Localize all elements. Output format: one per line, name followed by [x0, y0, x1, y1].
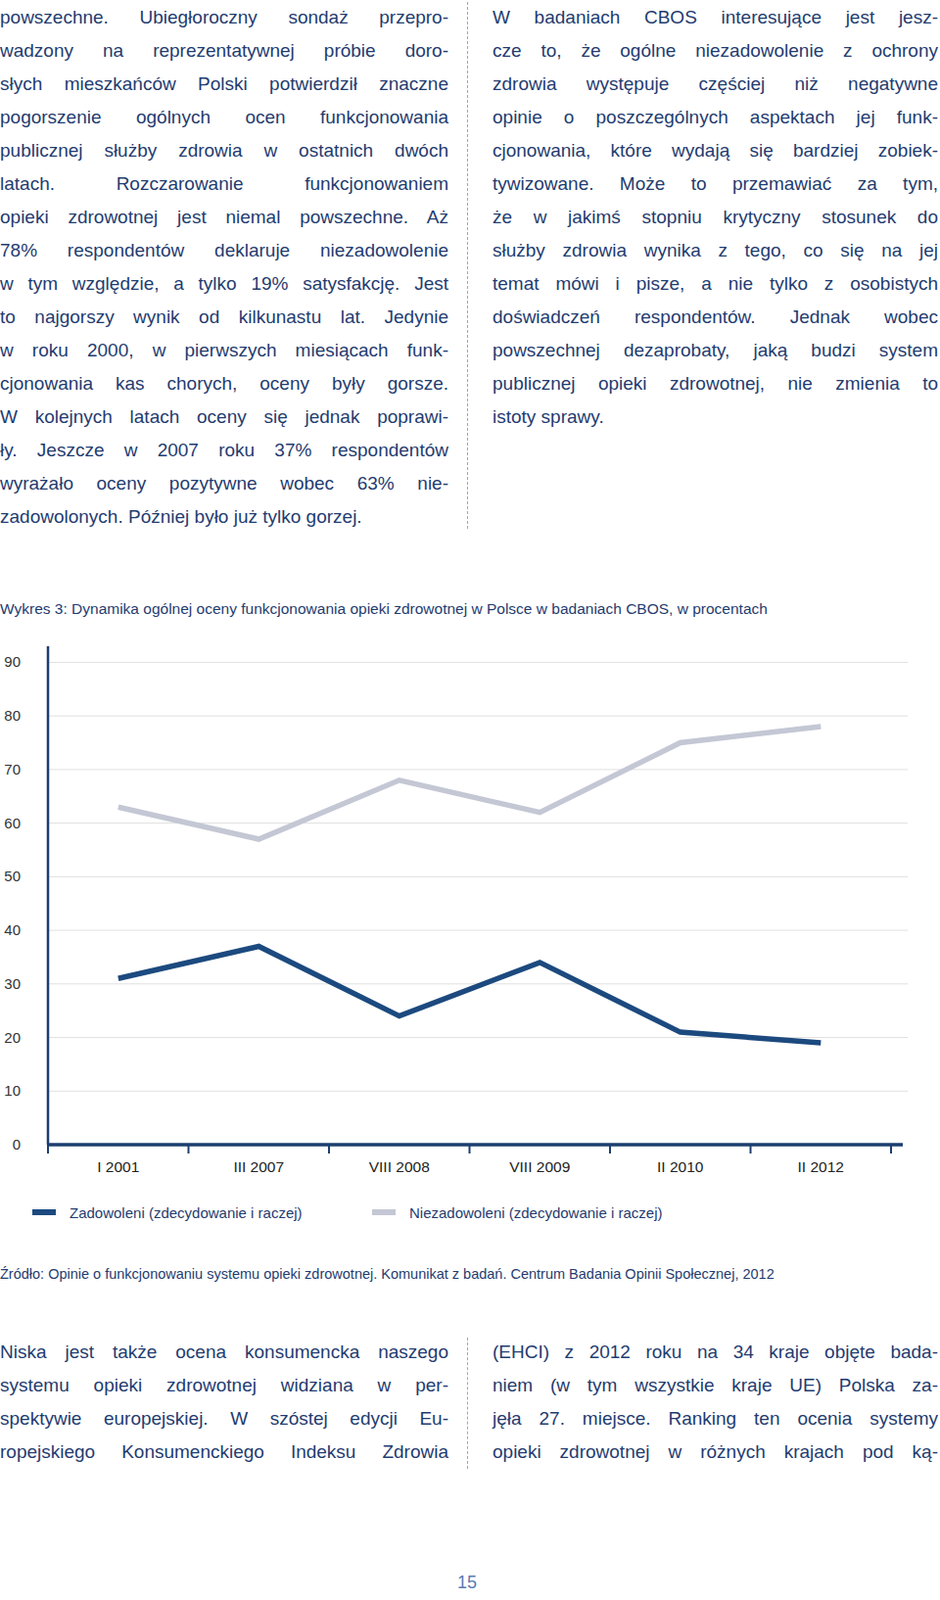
grid-line: [47, 930, 908, 932]
series-line: [118, 726, 822, 840]
text-line: opieki zdrowotnej w różnych krajach pod …: [492, 1435, 939, 1469]
legend-swatch: [372, 1209, 396, 1216]
text-line: niem (w tym wszystkie kraje UE) Polska z…: [492, 1368, 939, 1403]
x-tick: [609, 1144, 611, 1154]
y-tick-label: 40: [3, 921, 21, 939]
x-tick-label: VIII 2008: [369, 1158, 430, 1175]
x-tick: [328, 1144, 330, 1154]
x-tick: [890, 1144, 893, 1154]
text-line: W kolejnych latach oceny się jednak popr…: [0, 400, 449, 434]
y-tick-label: 0: [12, 1135, 21, 1153]
text-line: doświadczeń respondentów. Jednak wobec: [492, 300, 939, 334]
x-tick-label: II 2012: [798, 1158, 845, 1175]
text-line: ły. Jeszcze w 2007 roku 37% respondentów: [0, 433, 449, 468]
text-line: wyrażało oceny pozytywne wobec 63% nie-: [0, 467, 449, 501]
text-line: powszechnej dezaprobaty, jaką budzi syst…: [492, 333, 939, 368]
text-line: spektywie europejskiej. W szóstej edycji…: [0, 1402, 449, 1436]
text-line: istoty sprawy.: [492, 400, 939, 434]
text-line: tywizowane. Może to przemawiać za tym,: [492, 167, 939, 201]
legend-swatch: [32, 1209, 56, 1216]
text-line: ropejskiego Konsumenckiego Indeksu Zdrow…: [0, 1435, 449, 1469]
legend-label: Niezadowoleni (zdecydowanie i raczej): [409, 1204, 662, 1222]
page-number: 15: [421, 1572, 514, 1594]
text-line: słych mieszkańców Polski potwierdził zna…: [0, 67, 449, 101]
text-line: latach. Rozczarowanie funkcjonowaniem: [0, 167, 449, 201]
grid-line: [47, 661, 908, 663]
column-divider: [467, 1, 469, 529]
y-tick-label: 10: [3, 1081, 21, 1099]
text-line: W badaniach CBOS interesujące jest jesz-: [492, 0, 939, 35]
text-line: opieki zdrowotnej jest niemal powszechne…: [0, 200, 449, 235]
x-tick: [188, 1144, 190, 1154]
y-axis: [47, 646, 50, 1145]
text-line: opinie o poszczególnych aspektach jej fu…: [492, 100, 939, 135]
text-line: systemu opieki zdrowotnej widziana w per…: [0, 1368, 449, 1403]
x-tick: [750, 1144, 752, 1154]
text-line: jęła 27. miejsce. Ranking ten ocenia sys…: [492, 1402, 939, 1436]
text-line: cjonowania kas chorych, oceny były gorsz…: [0, 367, 449, 401]
text-line: zadowolonych. Później było już tylko gor…: [0, 500, 449, 534]
x-tick-label: III 2007: [233, 1158, 284, 1175]
plot-area: [118, 726, 822, 1043]
text-line: publicznej opieki zdrowotnej, nie zmieni…: [492, 367, 939, 401]
text-line: cjonowania, które wydają się bardziej zo…: [492, 134, 939, 168]
y-tick-label: 80: [3, 706, 21, 724]
y-tick-label: 30: [3, 975, 21, 992]
text-line: temat mówi i pisze, a nie tylko z osobis…: [492, 267, 939, 301]
text-line: wadzony na reprezentatywnej próbie doro-: [0, 34, 449, 68]
text-line: w tym względzie, a tylko 19% satysfakcję…: [0, 267, 449, 301]
grid-line: [47, 876, 908, 878]
text-line: cze to, że ogólne niezadowolenie z ochro…: [492, 34, 939, 68]
text-line: służby zdrowia wynika z tego, co się na …: [492, 234, 939, 268]
source: Źródło: Opinie o funkcjonowaniu systemu …: [0, 1266, 775, 1282]
x-tick-label: VIII 2009: [509, 1158, 570, 1175]
grid-line: [47, 768, 908, 770]
grid-line: [47, 1090, 908, 1092]
text-line: zdrowia występuje częściej niż negatywne: [492, 67, 939, 101]
text-line: powszechne. Ubiegłoroczny sondaż przepro…: [0, 0, 449, 35]
legend-label: Zadowoleni (zdecydowanie i raczej): [69, 1204, 303, 1222]
x-axis: [47, 1142, 903, 1147]
series-line: [118, 946, 822, 1044]
text-line: w roku 2000, w pierwszych miesiącach fun…: [0, 333, 449, 368]
grid-line: [47, 715, 908, 717]
y-tick-label: 60: [3, 814, 21, 832]
text-line: publicznej służby zdrowia w ostatnich dw…: [0, 134, 449, 168]
text-line: (EHCI) z 2012 roku na 34 kraje objęte ba…: [492, 1335, 939, 1369]
chart-title: Wykres 3: Dynamika ogólnej oceny funkcjo…: [0, 600, 768, 617]
page: {"top_columns": [ ["powszechne. Ubiegłor…: [0, 0, 940, 1600]
text-line: Niska jest także ocena konsumencka nasze…: [0, 1335, 449, 1369]
text-line: 78% respondentów deklaruje niezadowoleni…: [0, 234, 449, 268]
text-line: to najgorszy wynik od kilkunastu lat. Je…: [0, 300, 449, 334]
x-tick-label: I 2001: [96, 1158, 140, 1175]
y-tick-label: 50: [3, 867, 21, 885]
y-tick-label: 20: [3, 1029, 21, 1046]
text-line: że w jakimś stopniu krytyczny stosunek d…: [492, 200, 939, 235]
y-tick-label: 70: [3, 760, 21, 778]
y-tick-label: 90: [3, 653, 21, 670]
x-tick-label: II 2010: [657, 1158, 705, 1175]
text-line: pogorszenie ogólnych ocen funkcjonowania: [0, 100, 449, 135]
column-divider: [467, 1337, 469, 1469]
x-tick: [47, 1144, 49, 1154]
x-tick: [469, 1144, 471, 1154]
